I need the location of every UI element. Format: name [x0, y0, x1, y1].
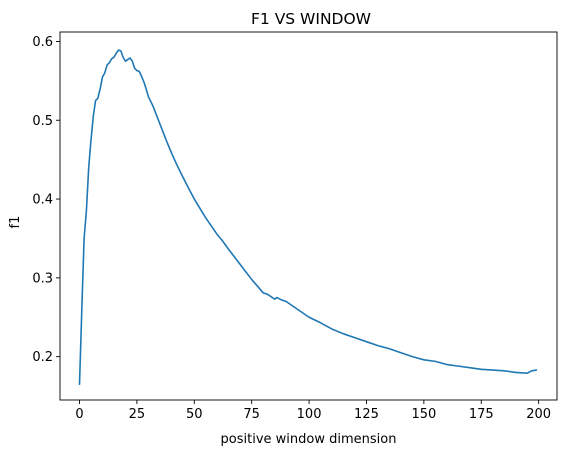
- y-tick-label: 0.2: [32, 350, 53, 365]
- x-tick-label: 50: [186, 407, 203, 422]
- series-line: [78, 49, 538, 386]
- x-tick-label: 200: [526, 407, 551, 422]
- x-tick-label: 100: [297, 407, 322, 422]
- y-axis-label: f1: [8, 216, 23, 229]
- y-tick-label: 0.6: [32, 35, 53, 50]
- y-tick-label: 0.4: [32, 193, 53, 208]
- plot-area: [78, 49, 538, 386]
- x-tick-label: 125: [354, 407, 379, 422]
- chart-title: F1 VS WINDOW: [251, 10, 371, 28]
- x-tick-label: 175: [469, 407, 494, 422]
- x-tick-label: 150: [411, 407, 436, 422]
- y-tick-label: 0.3: [32, 271, 53, 286]
- plot-frame: [59, 31, 558, 401]
- x-axis: 0 25 50 75 100 125 150 175 200: [75, 400, 551, 422]
- y-axis: 0.2 0.3 0.4 0.5 0.6: [32, 35, 60, 365]
- x-axis-label: positive window dimension: [221, 432, 397, 447]
- y-tick-label: 0.5: [32, 114, 53, 129]
- x-tick-label: 0: [75, 407, 83, 422]
- x-tick-label: 25: [129, 407, 146, 422]
- x-tick-label: 75: [243, 407, 260, 422]
